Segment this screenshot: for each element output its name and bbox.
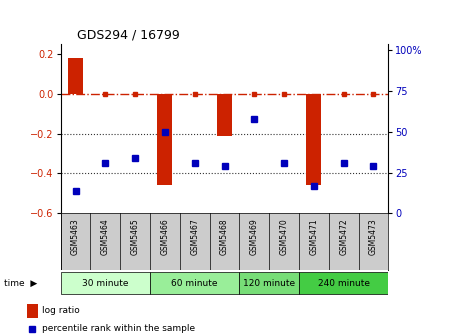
Text: GSM5473: GSM5473 (369, 218, 378, 255)
Text: 60 minute: 60 minute (172, 279, 218, 288)
Bar (68, 58, 83, 94)
Text: 30 minute: 30 minute (82, 279, 128, 288)
Text: GSM5465: GSM5465 (131, 218, 140, 255)
Bar (150, 272, 239, 294)
Bar (217, 94, 232, 135)
Text: GSM5463: GSM5463 (71, 218, 80, 255)
Text: GSM5472: GSM5472 (339, 218, 348, 255)
Bar (299, 272, 388, 294)
Text: 120 minute: 120 minute (243, 279, 295, 288)
Text: GSM5469: GSM5469 (250, 218, 259, 255)
Text: GSM5466: GSM5466 (160, 218, 169, 255)
Bar (26, 304, 38, 318)
Text: GSM5467: GSM5467 (190, 218, 199, 255)
Text: GSM5468: GSM5468 (220, 218, 229, 255)
Bar (306, 94, 321, 185)
Bar (61, 272, 150, 294)
Bar (239, 272, 299, 294)
Text: GDS294 / 16799: GDS294 / 16799 (77, 28, 180, 41)
Text: percentile rank within the sample: percentile rank within the sample (42, 324, 195, 333)
Text: GSM5464: GSM5464 (101, 218, 110, 255)
Bar (158, 94, 172, 185)
Text: time  ▶: time ▶ (4, 279, 38, 288)
Text: 240 minute: 240 minute (318, 279, 370, 288)
Text: GSM5470: GSM5470 (280, 218, 289, 255)
Text: GSM5471: GSM5471 (309, 218, 318, 255)
Text: log ratio: log ratio (42, 306, 80, 315)
